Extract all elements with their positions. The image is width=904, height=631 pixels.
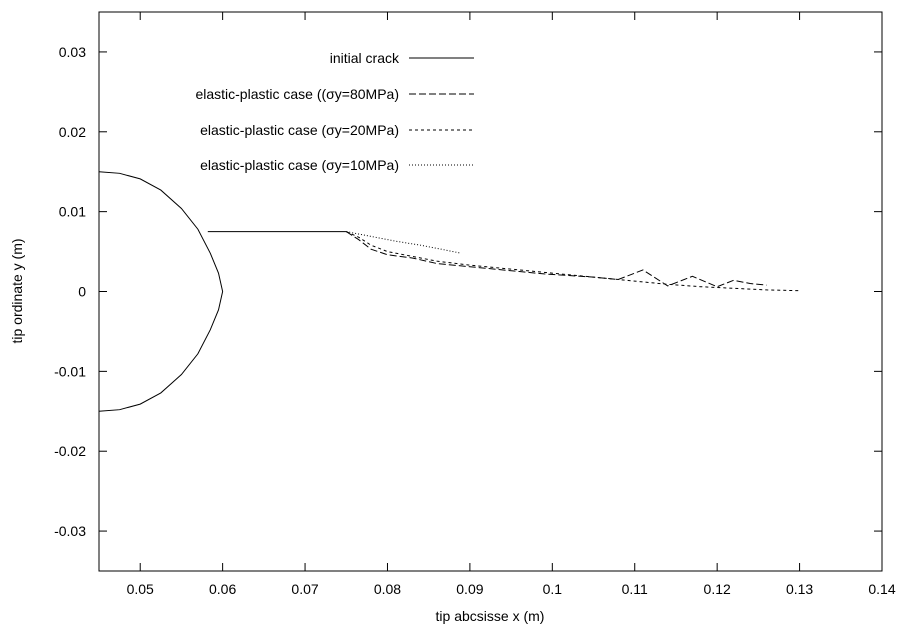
y-tick-label: 0.03 bbox=[59, 44, 86, 60]
x-axis-label: tip abcsisse x (m) bbox=[436, 608, 545, 624]
x-tick-labels: 0.05 0.06 0.07 0.08 0.09 0.1 0.11 0.12 0.13 0.14 bbox=[127, 581, 896, 597]
x-tick-label: 0.11 bbox=[622, 581, 648, 597]
axis-ticks bbox=[99, 12, 883, 571]
series-line-1 bbox=[345, 231, 767, 288]
x-tick-label: 0.08 bbox=[374, 581, 401, 597]
y-tick-label: 0.02 bbox=[59, 124, 86, 140]
legend-label-2: elastic-plastic case (σy=20MPa) bbox=[200, 122, 399, 138]
series-line-0 bbox=[98, 171, 224, 412]
x-tick-label: 0.06 bbox=[209, 581, 236, 597]
x-tick-label: 0.1 bbox=[543, 581, 563, 597]
series-line-3 bbox=[346, 231, 461, 254]
y-tick-label: 0.01 bbox=[59, 204, 86, 220]
series-line-2 bbox=[346, 231, 800, 292]
x-tick-label: 0.09 bbox=[456, 581, 483, 597]
series-layer bbox=[98, 171, 800, 412]
x-tick-label: 0.07 bbox=[291, 581, 318, 597]
x-tick-label: 0.05 bbox=[127, 581, 154, 597]
x-tick-label: 0.13 bbox=[786, 581, 813, 597]
y-tick-label: -0.01 bbox=[54, 363, 86, 379]
y-tick-labels: 0.03 0.02 0.01 0 -0.01 -0.02 -0.03 bbox=[54, 44, 86, 539]
legend-label-1: elastic-plastic case ((σy=80MPa) bbox=[195, 86, 399, 102]
y-tick-label: 0 bbox=[78, 284, 86, 300]
legend-label-0: initial crack bbox=[330, 50, 400, 66]
x-tick-label: 0.14 bbox=[868, 581, 895, 597]
x-tick-label: 0.12 bbox=[704, 581, 731, 597]
legend-label-3: elastic-plastic case (σy=10MPa) bbox=[200, 157, 399, 173]
legend: initial crack elastic-plastic case ((σy=8… bbox=[195, 50, 474, 173]
y-tick-label: -0.02 bbox=[54, 443, 86, 459]
y-axis-label: tip ordinate y (m) bbox=[9, 238, 25, 343]
y-tick-label: -0.03 bbox=[54, 523, 86, 539]
